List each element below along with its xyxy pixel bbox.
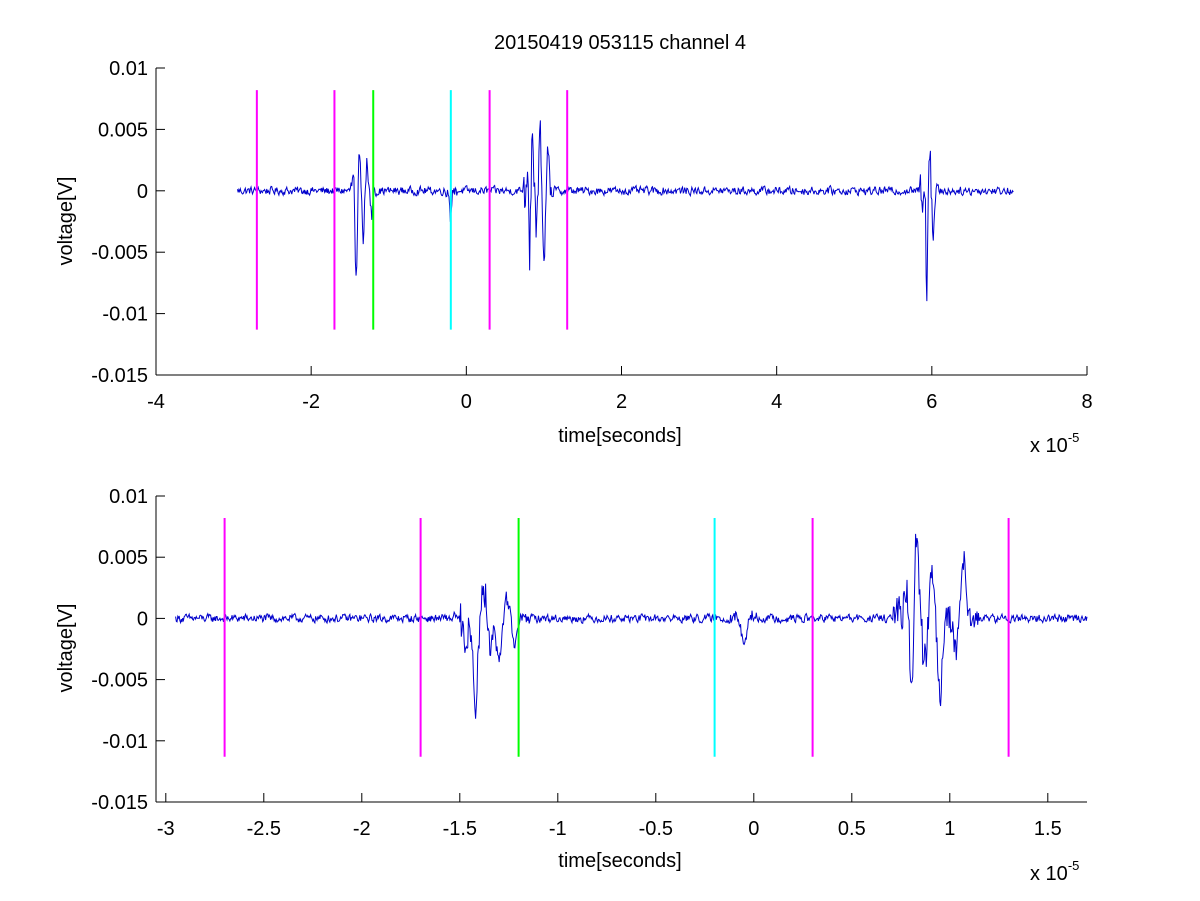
bottom-trace-group [175, 533, 1088, 719]
top-y-axis-label: voltage[V] [55, 177, 77, 266]
bottom-x-multiplier: x 10-5 [1030, 858, 1079, 885]
bottom-y-tick-label: 0 [137, 608, 148, 630]
top-subplot: -4 -2 0 2 4 6 8 0.01 0.005 0 -0.005 -0.01 -0.015 tim… [55, 58, 1093, 457]
bottom-x-tick-label: -2.5 [247, 818, 281, 840]
bottom-x-axis-label: time[seconds] [558, 850, 681, 872]
top-trace-group [236, 120, 1014, 302]
top-x-axis-label: time[seconds] [558, 425, 681, 447]
bottom-x-tick-label: -1 [549, 818, 567, 840]
bottom-x-tick-label: 1.5 [1034, 818, 1062, 840]
top-marker-group [255, 90, 569, 330]
bottom-marker-group [223, 518, 1010, 757]
top-y-tick-label: 0 [137, 181, 148, 203]
bottom-x-tick-label: -3 [157, 818, 175, 840]
figure-title: 20150419 053115 channel 4 [494, 32, 746, 54]
top-y-tick-label: -0.015 [91, 365, 148, 387]
bottom-x-tick-label: 0 [748, 818, 759, 840]
top-ticks-group: -4 -2 0 2 4 6 8 0.01 0.005 0 -0.005 -0.01 -0.015 [91, 58, 1092, 413]
bottom-y-tick-label: 0.01 [109, 486, 148, 508]
top-x-tick-label: 8 [1081, 391, 1092, 413]
top-x-tick-label: 6 [926, 391, 937, 413]
top-x-tick-label: 2 [616, 391, 627, 413]
top-y-tick-label: -0.01 [102, 304, 148, 326]
top-x-multiplier-exponent: -5 [1068, 430, 1080, 445]
top-x-tick-label: -2 [302, 391, 320, 413]
top-x-tick-label: 4 [771, 391, 782, 413]
bottom-y-axis-label: voltage[V] [55, 604, 77, 693]
top-x-multiplier-base: x 10 [1030, 435, 1068, 457]
bottom-x-tick-label: -1.5 [443, 818, 477, 840]
bottom-x-multiplier-exponent: -5 [1068, 858, 1080, 873]
bottom-x-tick-label: -0.5 [639, 818, 673, 840]
bottom-x-tick-label: 0.5 [838, 818, 866, 840]
top-x-tick-label: 0 [461, 391, 472, 413]
bottom-signal-trace-line [175, 533, 1088, 719]
bottom-x-tick-label: 1 [944, 818, 955, 840]
bottom-axes-frame [155, 496, 1087, 803]
top-y-tick-label: 0.005 [98, 119, 148, 141]
top-signal-trace-line [236, 120, 1014, 302]
bottom-y-tick-label: -0.005 [91, 670, 148, 692]
bottom-y-tick-label: -0.015 [91, 792, 148, 814]
bottom-ticks-group: -3 -2.5 -2 -1.5 -1 -0.5 0 0.5 1 1.5 0.01 0.005 0 -0.0… [91, 486, 1061, 840]
top-y-tick-label: -0.005 [91, 242, 148, 264]
bottom-x-tick-label: -2 [353, 818, 371, 840]
top-y-tick-label: 0.01 [109, 58, 148, 80]
top-x-multiplier: x 10-5 [1030, 430, 1079, 457]
bottom-subplot: -3 -2.5 -2 -1.5 -1 -0.5 0 0.5 1 1.5 0.01 0.005 0 -0.0… [55, 486, 1088, 885]
bottom-y-tick-label: -0.01 [102, 731, 148, 753]
bottom-x-multiplier-base: x 10 [1030, 863, 1068, 885]
bottom-y-tick-label: 0.005 [98, 547, 148, 569]
top-x-tick-label: -4 [147, 391, 165, 413]
